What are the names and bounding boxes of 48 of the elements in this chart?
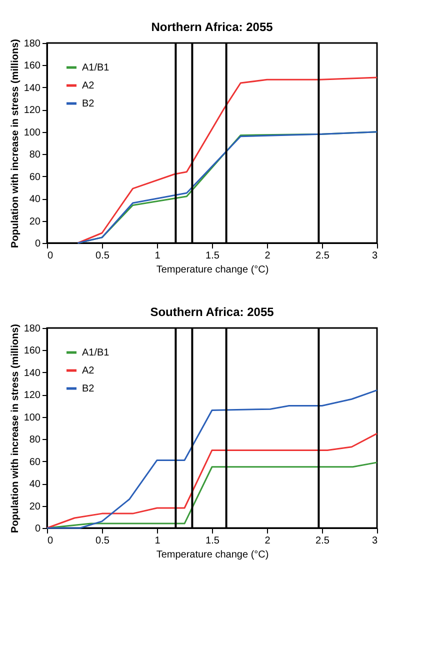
y-tick-label: 60 <box>29 456 41 468</box>
y-tick-label: 180 <box>24 38 41 50</box>
y-tick-label: 100 <box>24 127 41 138</box>
line-series <box>77 76 378 244</box>
legend-label: A1/B1 <box>82 348 110 358</box>
y-tick-label: 160 <box>24 346 41 357</box>
y-tick-label: 140 <box>24 82 41 94</box>
y-axis-title: Population with increase in stress (millions) <box>10 39 21 248</box>
y-tick-label: 180 <box>24 324 41 334</box>
chart-title: Northern Africa: 2055 <box>151 20 274 34</box>
y-tick-label: 0 <box>34 238 41 250</box>
x-tick-label: 0 <box>48 536 54 546</box>
y-tick-label: 120 <box>24 390 41 402</box>
legend-label: B2 <box>82 98 95 110</box>
x-tick-label: 3 <box>372 250 378 262</box>
y-tick-label: 0 <box>34 524 41 534</box>
legend-label: A2 <box>82 366 95 376</box>
x-tick-label: 2 <box>264 250 271 262</box>
x-tick-label: 2.5 <box>316 250 330 262</box>
y-tick-label: 140 <box>24 368 41 379</box>
x-tick-label: 1 <box>154 536 161 546</box>
legend-label: A2 <box>82 80 95 92</box>
y-tick-label: 20 <box>29 216 41 228</box>
y-tick-label: 80 <box>29 150 41 161</box>
y-tick-label: 40 <box>29 479 41 490</box>
x-tick-label: 0 <box>48 250 54 262</box>
x-tick-label: 2 <box>264 536 271 546</box>
y-tick-label: 20 <box>29 501 41 512</box>
x-tick-label: 3 <box>372 536 378 546</box>
chart-title: Southern Africa: 2055 <box>150 305 274 319</box>
x-tick-label: 0.5 <box>96 536 110 546</box>
x-tick-label: 0.5 <box>96 250 110 262</box>
y-axis-title: Population with increase in stress (millions) <box>10 324 21 533</box>
x-tick-label: 1 <box>154 250 161 262</box>
y-tick-label: 100 <box>24 412 41 424</box>
legend-label: A1/B1 <box>82 62 110 74</box>
x-axis-title: Temperature change (°C) <box>156 550 269 560</box>
legend-label: B2 <box>82 384 95 394</box>
x-tick-label: 2.5 <box>316 536 330 546</box>
line-series <box>77 131 378 244</box>
x-tick-label: 1.5 <box>206 536 220 546</box>
y-tick-label: 80 <box>29 434 41 446</box>
x-tick-label: 1.5 <box>206 250 220 262</box>
x-axis-title: Temperature change (°C) <box>156 264 269 276</box>
y-tick-label: 40 <box>29 194 41 206</box>
y-tick-label: 160 <box>24 60 41 72</box>
y-tick-label: 120 <box>24 105 41 116</box>
y-tick-label: 60 <box>29 172 41 183</box>
